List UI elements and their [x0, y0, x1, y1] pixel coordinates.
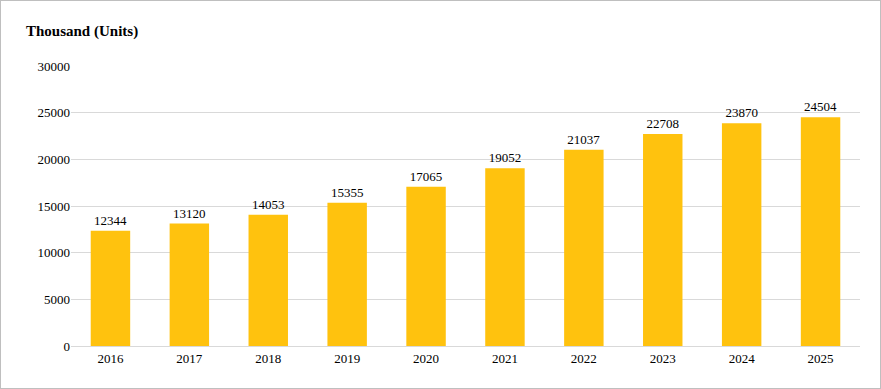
svg-text:2025: 2025: [808, 351, 834, 366]
svg-text:2020: 2020: [413, 351, 439, 366]
svg-text:12344: 12344: [94, 213, 127, 228]
svg-text:13120: 13120: [173, 206, 206, 221]
svg-text:21037: 21037: [567, 132, 600, 147]
svg-text:Thousand (Units): Thousand (Units): [26, 23, 138, 40]
svg-text:30000: 30000: [38, 59, 71, 74]
svg-text:2021: 2021: [492, 351, 518, 366]
svg-text:25000: 25000: [38, 105, 71, 120]
svg-text:2018: 2018: [255, 351, 281, 366]
svg-text:15000: 15000: [38, 199, 71, 214]
svg-text:20000: 20000: [38, 152, 71, 167]
svg-text:19052: 19052: [489, 150, 521, 165]
svg-text:23870: 23870: [725, 105, 758, 120]
svg-text:2016: 2016: [97, 351, 124, 366]
svg-text:0: 0: [64, 339, 71, 354]
svg-text:17065: 17065: [410, 169, 443, 184]
svg-text:10000: 10000: [38, 245, 71, 260]
svg-text:22708: 22708: [647, 116, 680, 131]
svg-text:15355: 15355: [331, 185, 364, 200]
svg-text:2019: 2019: [334, 351, 360, 366]
svg-text:14053: 14053: [252, 197, 285, 212]
svg-text:24504: 24504: [804, 99, 837, 114]
svg-text:2024: 2024: [729, 351, 756, 366]
svg-text:2017: 2017: [176, 351, 203, 366]
svg-text:2022: 2022: [571, 351, 597, 366]
svg-text:5000: 5000: [44, 292, 70, 307]
svg-text:2023: 2023: [650, 351, 676, 366]
